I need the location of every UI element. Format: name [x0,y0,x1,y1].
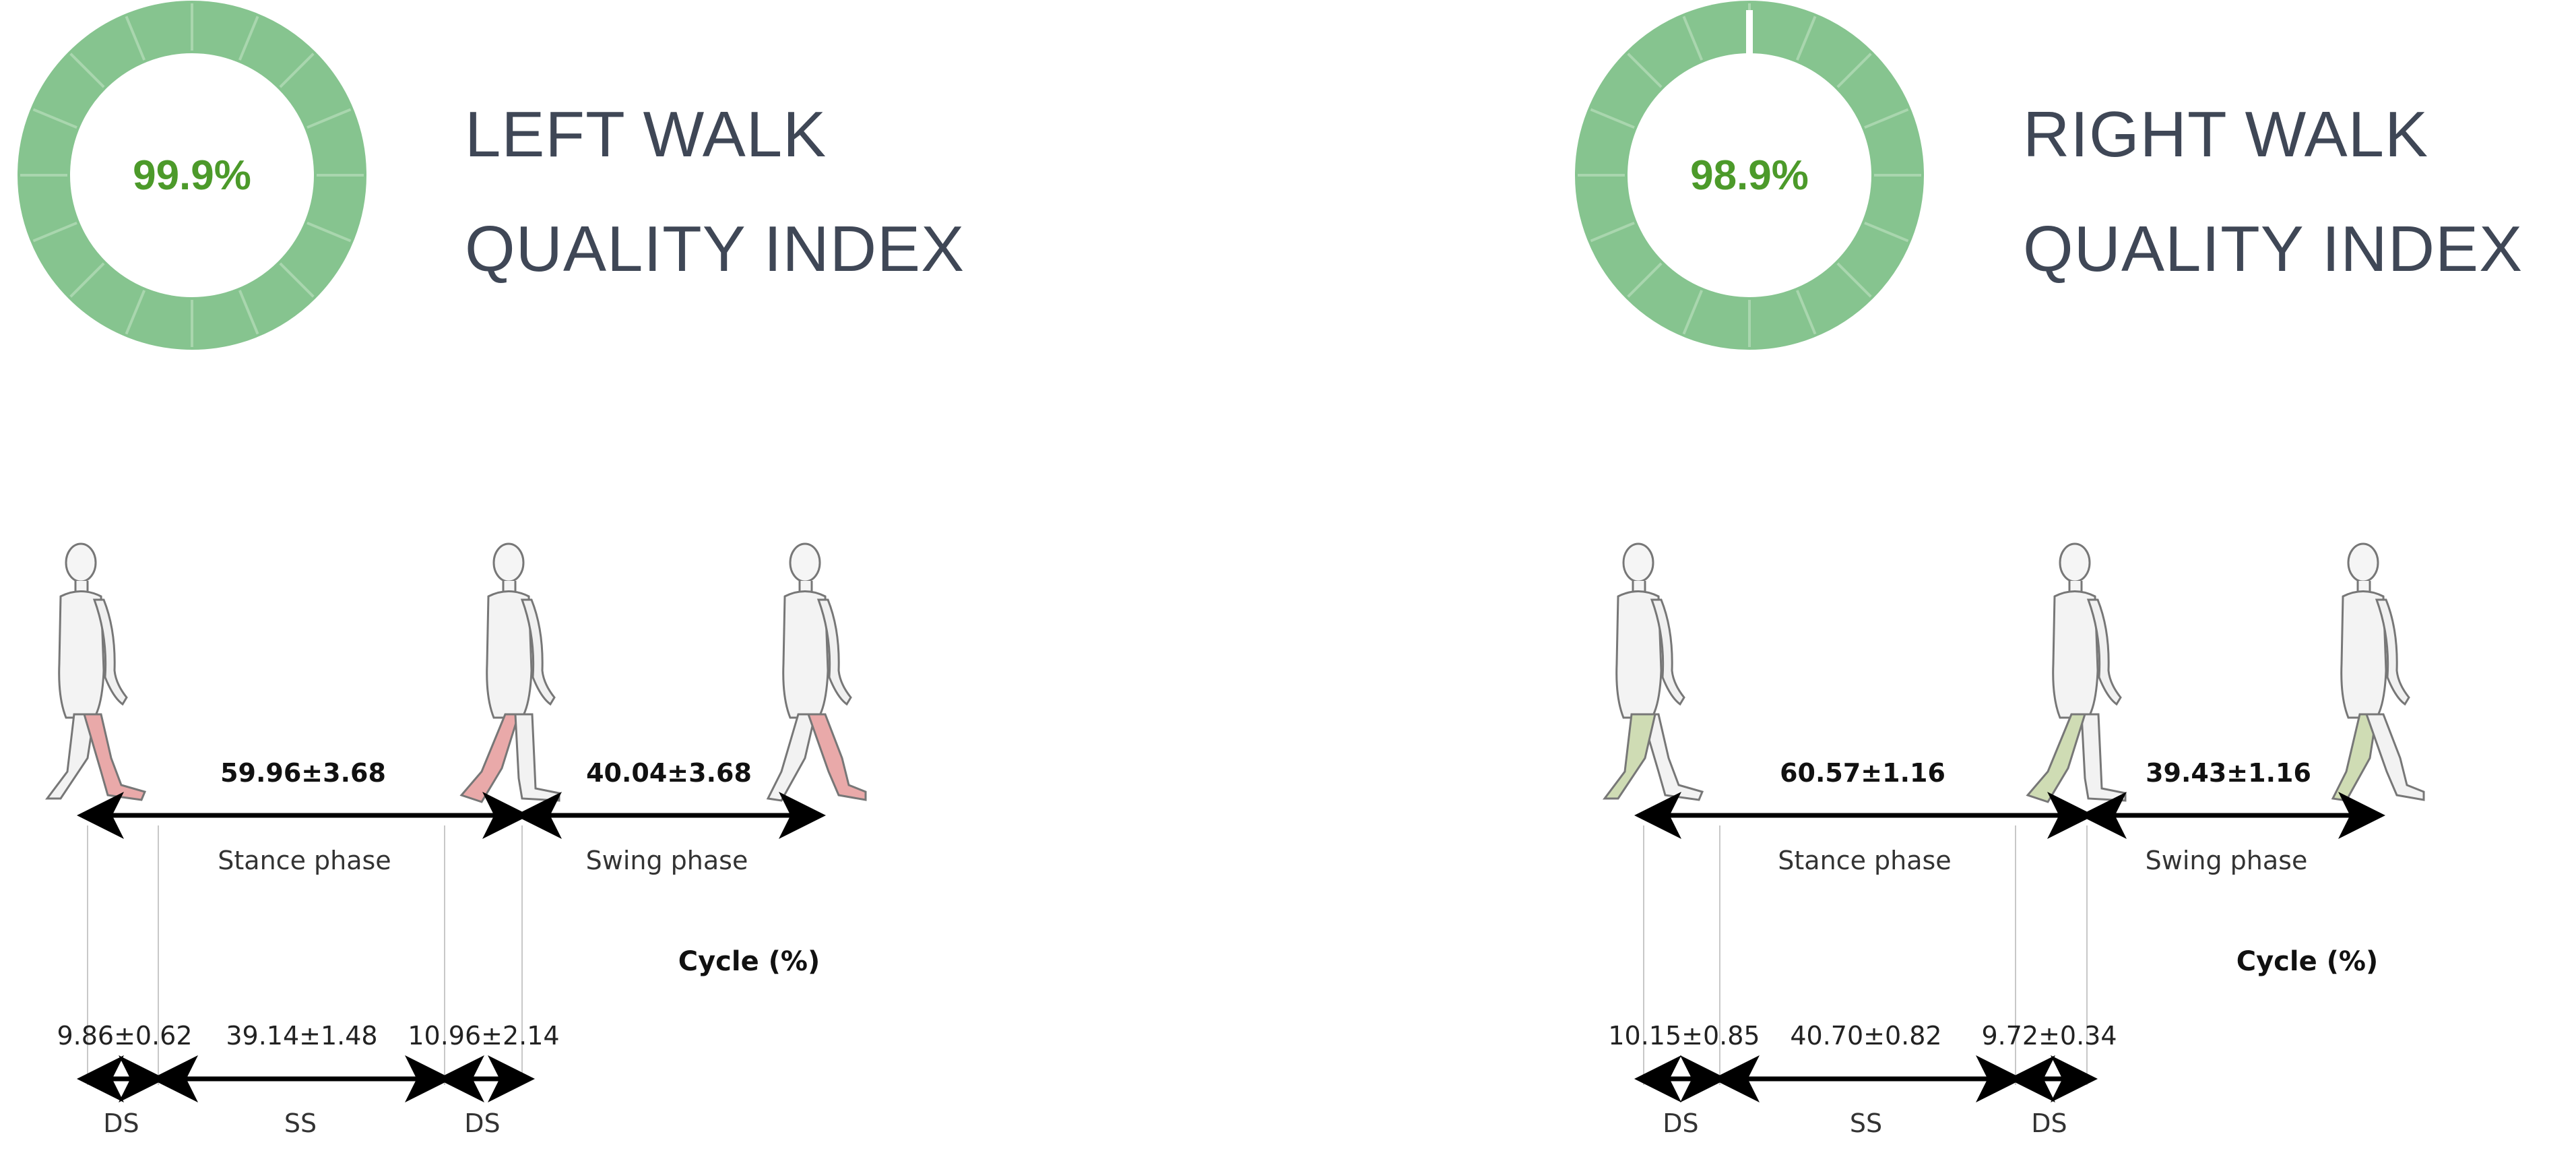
left-cycle-label: Cycle (%) [678,946,820,977]
left-ds2-label: DS [464,1109,500,1138]
right-swing-label: Swing phase [2146,846,2308,875]
gauge-segment-line [279,262,315,298]
right-title-line2: QUALITY INDEX [2023,213,2523,285]
left-ds2-value: 10.96±2.14 [408,1021,559,1051]
right-quality-gauge: 98.9% [1575,1,1924,350]
right-walker-1 [1603,542,1704,801]
left-ss-value: 39.14±1.48 [226,1021,377,1051]
gauge-segment-line [1590,108,1635,129]
gauge-segment-line [69,53,105,88]
right-ds2-value: 9.72±0.34 [1981,1021,2117,1051]
left-title-line1: LEFT WALK [465,98,827,170]
gauge-segment-line [238,290,259,335]
left-ds1-value: 9.86±0.62 [57,1021,192,1051]
right-gauge-value: 98.9% [1690,152,1809,199]
right-panel: 98.9% RIGHT WALK QUALITY INDEX 60.57±1.1… [1575,1,2523,1138]
gauge-segment-line [32,221,77,243]
left-title-line2: QUALITY INDEX [465,213,965,285]
gauge-segment-line [1795,290,1817,335]
right-cycle-label: Cycle (%) [2236,946,2379,977]
left-stance-label: Stance phase [218,846,391,875]
gauge-segment-line [1682,290,1704,335]
left-gauge-value: 99.9% [133,152,251,199]
right-ss-value: 40.70±0.82 [1790,1021,1941,1051]
right-walker-2 [2026,542,2127,803]
gauge-segment-line [32,108,77,129]
left-walker-3 [766,542,867,802]
gauge-segment-line [1627,262,1663,298]
gauge-segment-line [1590,221,1635,243]
right-ds1-label: DS [1663,1109,1698,1138]
gauge-segment-line [1864,221,1909,243]
left-walker-2 [459,542,560,803]
gauge-segment-line [1836,53,1872,88]
right-ds2-label: DS [2031,1109,2067,1138]
gauge-segment-line [1836,262,1872,298]
right-ss-label: SS [1850,1109,1882,1138]
gauge-segment-line [125,15,146,61]
gauge-segment-line [1627,53,1663,88]
left-quality-gauge: 99.9% [18,1,366,350]
gauge-segment-line [1682,15,1704,61]
left-ss-label: SS [284,1109,317,1138]
right-stance-label: Stance phase [1778,846,1951,875]
right-stance-value: 60.57±1.16 [1780,758,1945,788]
gauge-segment-line [69,262,105,298]
right-gauge-segment-lines [1578,3,1921,347]
left-swing-label: Swing phase [586,846,748,875]
gauge-segment-line [125,290,146,335]
left-walker-1 [45,542,147,801]
left-gauge-segment-lines [20,3,364,347]
left-ds1-label: DS [103,1109,139,1138]
gauge-segment-line [238,15,259,61]
gauge-segment-line [307,221,352,243]
right-title-line1: RIGHT WALK [2023,98,2428,170]
gauge-segment-line [279,53,315,88]
left-panel: 99.9% LEFT WALK QUALITY INDEX 59.96±3.68… [18,1,965,1138]
gauge-segment-line [1795,15,1817,61]
right-swing-value: 39.43±1.16 [2146,758,2311,788]
left-swing-value: 40.04±3.68 [586,758,752,788]
gauge-segment-line [1864,108,1909,129]
left-stance-value: 59.96±3.68 [220,758,386,788]
right-ds1-value: 10.15±0.85 [1608,1021,1760,1051]
gauge-segment-line [307,108,352,129]
right-walker-3 [2331,542,2425,802]
